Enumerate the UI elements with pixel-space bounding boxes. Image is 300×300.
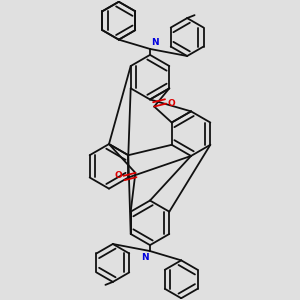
Text: N: N [152, 38, 159, 47]
Text: N: N [141, 253, 148, 262]
Text: O: O [168, 99, 175, 108]
Text: O: O [114, 171, 122, 180]
